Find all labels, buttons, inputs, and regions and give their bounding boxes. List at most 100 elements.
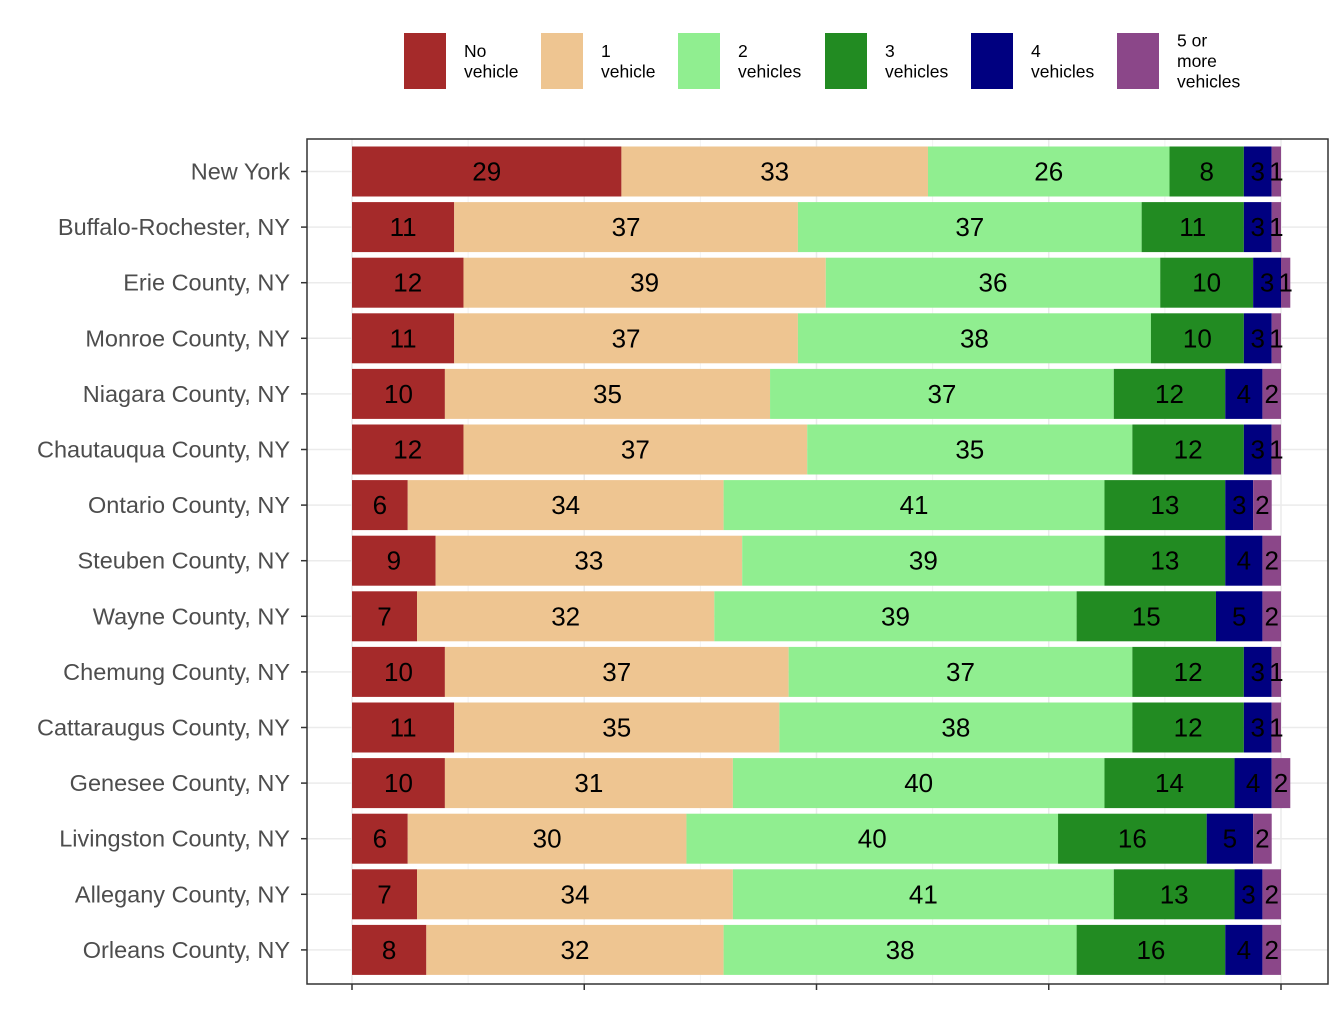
data-label: 2 xyxy=(1264,546,1278,576)
data-label: 33 xyxy=(760,157,789,187)
data-label: 33 xyxy=(574,546,603,576)
data-label: 9 xyxy=(387,546,401,576)
data-label: 10 xyxy=(384,768,413,798)
bar-livingston-county-ny-no-vehicle xyxy=(352,813,408,864)
bar-genesee-county-ny-2-vehicles xyxy=(732,758,1105,809)
data-label: 40 xyxy=(858,824,887,854)
data-label: 39 xyxy=(909,546,938,576)
bar-genesee-county-ny-5-or-more-vehicles xyxy=(1271,758,1291,809)
bar-wayne-county-ny-5-or-more-vehicles xyxy=(1262,591,1281,642)
data-label: 26 xyxy=(1034,157,1063,187)
data-label: 1 xyxy=(1269,435,1283,465)
bar-allegany-county-ny-1-vehicle xyxy=(417,869,733,920)
plot-panel-border xyxy=(306,138,1329,985)
data-label: 15 xyxy=(1132,601,1161,631)
bar-cattaraugus-county-ny-3-vehicles xyxy=(1132,702,1244,753)
data-label: 7 xyxy=(377,879,391,909)
bar-new-york-1-vehicle xyxy=(621,146,928,197)
data-label: 1 xyxy=(1269,323,1283,353)
bar-chautauqua-county-ny-3-vehicles xyxy=(1132,424,1244,475)
y-tick-label: Steuben County, NY xyxy=(78,548,291,574)
bar-monroe-county-ny-2-vehicles xyxy=(797,313,1151,364)
bar-genesee-county-ny-no-vehicle xyxy=(352,758,445,809)
bar-erie-county-ny-1-vehicle xyxy=(463,257,826,308)
data-label: 41 xyxy=(909,879,938,909)
data-labels: 29 33 26 8 3 111 37 37 11 3 112 39 36 10 3 111 37 38 10 3 11… xyxy=(373,157,1293,965)
data-label: 16 xyxy=(1136,935,1165,965)
bar-genesee-county-ny-1-vehicle xyxy=(444,758,733,809)
y-tick-label: Chautauqua County, NY xyxy=(37,437,290,463)
y-tick-label: Buffalo-Rochester, NY xyxy=(58,214,290,240)
data-label: 4 xyxy=(1237,935,1251,965)
bar-steuben-county-ny-1-vehicle xyxy=(435,535,743,586)
data-label: 40 xyxy=(904,768,933,798)
data-label: 36 xyxy=(979,268,1008,298)
data-label: 2 xyxy=(1255,490,1269,520)
data-label: 4 xyxy=(1246,768,1260,798)
bar-cattaraugus-county-ny-no-vehicle xyxy=(352,702,455,753)
legend-label: 5 or more vehicles xyxy=(1177,31,1240,92)
data-label: 34 xyxy=(551,490,580,520)
data-label: 39 xyxy=(881,601,910,631)
bar-chautauqua-county-ny-no-vehicle xyxy=(352,424,464,475)
legend-label: 4 vehicles xyxy=(1031,41,1094,82)
bar-buffalo-rochester-ny-no-vehicle xyxy=(352,202,455,253)
data-label: 37 xyxy=(955,212,984,242)
data-label: 6 xyxy=(373,824,387,854)
bar-monroe-county-ny-3-vehicles xyxy=(1150,313,1244,364)
legend: No vehicle 1 vehicle 2 vehicles 3 vehicles 4 vehi… xyxy=(404,31,1240,92)
bar-chemung-county-ny-no-vehicle xyxy=(352,646,445,697)
legend-swatch xyxy=(1117,33,1159,89)
data-label: 37 xyxy=(612,212,641,242)
bar-ontario-county-ny-1-vehicle xyxy=(407,480,724,531)
bar-new-york-3-vehicles xyxy=(1169,146,1244,197)
data-label: 8 xyxy=(382,935,396,965)
legend-item-no-vehicle: No vehicle xyxy=(404,33,518,89)
legend-label: 3 vehicles xyxy=(885,41,948,82)
bar-orleans-county-ny-5-or-more-vehicles xyxy=(1262,924,1281,975)
data-label: 13 xyxy=(1150,490,1179,520)
bar-allegany-county-ny-4-vehicles xyxy=(1234,869,1263,920)
bar-allegany-county-ny-5-or-more-vehicles xyxy=(1262,869,1281,920)
bar-cattaraugus-county-ny-1-vehicle xyxy=(454,702,780,753)
bar-chemung-county-ny-5-or-more-vehicles xyxy=(1271,646,1281,697)
bar-new-york-4-vehicles xyxy=(1243,146,1272,197)
data-label: 11 xyxy=(390,212,417,242)
bar-chemung-county-ny-1-vehicle xyxy=(444,646,789,697)
bar-livingston-county-ny-5-or-more-vehicles xyxy=(1253,813,1272,864)
bar-monroe-county-ny-no-vehicle xyxy=(352,313,455,364)
data-label: 37 xyxy=(612,323,641,353)
legend-swatch xyxy=(825,33,867,89)
legend-label: No vehicle xyxy=(464,41,518,82)
bar-livingston-county-ny-4-vehicles xyxy=(1206,813,1254,864)
legend-label: 2 vehicles xyxy=(738,41,801,82)
bar-monroe-county-ny-1-vehicle xyxy=(454,313,798,364)
data-label: 38 xyxy=(960,323,989,353)
data-label: 35 xyxy=(593,379,622,409)
data-label: 2 xyxy=(1255,824,1269,854)
data-label: 35 xyxy=(955,435,984,465)
bar-ontario-county-ny-4-vehicles xyxy=(1225,480,1254,531)
bar-ontario-county-ny-5-or-more-vehicles xyxy=(1253,480,1272,531)
bar-wayne-county-ny-2-vehicles xyxy=(714,591,1077,642)
bar-livingston-county-ny-1-vehicle xyxy=(407,813,687,864)
bar-ontario-county-ny-3-vehicles xyxy=(1104,480,1226,531)
legend-item-1-vehicle: 1 vehicle xyxy=(541,33,655,89)
bar-buffalo-rochester-ny-3-vehicles xyxy=(1141,202,1244,253)
bar-steuben-county-ny-2-vehicles xyxy=(742,535,1105,586)
bar-niagara-county-ny-3-vehicles xyxy=(1113,368,1226,419)
y-tick-label: New York xyxy=(191,159,291,185)
bar-genesee-county-ny-4-vehicles xyxy=(1234,758,1272,809)
bar-allegany-county-ny-2-vehicles xyxy=(732,869,1114,920)
bar-niagara-county-ny-no-vehicle xyxy=(352,368,445,419)
data-label: 31 xyxy=(574,768,603,798)
data-label: 4 xyxy=(1237,546,1251,576)
bar-genesee-county-ny-3-vehicles xyxy=(1104,758,1235,809)
data-label: 3 xyxy=(1241,879,1255,909)
bar-allegany-county-ny-3-vehicles xyxy=(1113,869,1235,920)
bar-livingston-county-ny-2-vehicles xyxy=(686,813,1059,864)
y-tick-label: Monroe County, NY xyxy=(85,325,290,351)
data-label: 10 xyxy=(1183,323,1212,353)
y-tick-label: Orleans County, NY xyxy=(83,937,291,963)
